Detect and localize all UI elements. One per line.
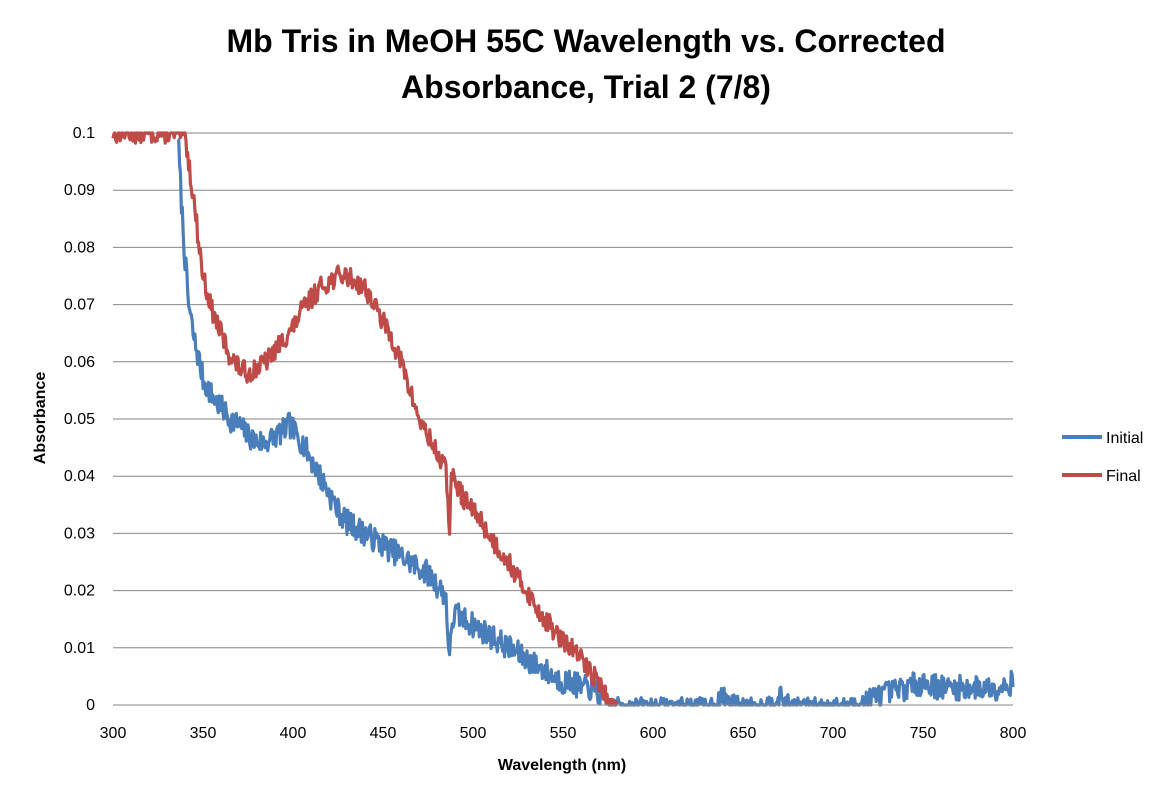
x-axis-ticks: 300 350 400 450 500 550 600 650 700 750 800: [100, 725, 1027, 742]
y-tick-label: 0.1: [73, 125, 95, 142]
series-line-initial: [177, 138, 1015, 707]
y-tick-label: 0.07: [64, 297, 95, 314]
series-line-final: [111, 131, 619, 707]
x-axis-title: Wavelength (nm): [498, 757, 626, 774]
x-tick-label: 550: [550, 725, 577, 742]
x-tick-label: 750: [910, 725, 937, 742]
y-tick-label: 0.05: [64, 411, 95, 428]
y-tick-label: 0.06: [64, 354, 95, 371]
x-tick-label: 350: [190, 725, 217, 742]
chart-title-line-2: Absorbance, Trial 2 (7/8): [401, 69, 771, 105]
chart-title-line-1: Mb Tris in MeOH 55C Wavelength vs. Corre…: [227, 23, 946, 59]
y-tick-label: 0.02: [64, 583, 95, 600]
legend-label-initial: Initial: [1106, 430, 1143, 447]
chart-title: Mb Tris in MeOH 55C Wavelength vs. Corre…: [227, 23, 946, 105]
y-tick-label: 0.04: [64, 468, 95, 485]
y-tick-label: 0.09: [64, 182, 95, 199]
x-tick-label: 300: [100, 725, 127, 742]
x-tick-label: 450: [370, 725, 397, 742]
legend: Initial Final: [1062, 430, 1143, 485]
y-axis-title: Absorbance: [32, 372, 49, 465]
x-tick-label: 500: [460, 725, 487, 742]
legend-label-final: Final: [1106, 468, 1141, 485]
plot-series: [111, 131, 1015, 707]
y-tick-label: 0.03: [64, 525, 95, 542]
x-tick-label: 650: [730, 725, 757, 742]
x-tick-label: 600: [640, 725, 667, 742]
y-tick-label: 0.08: [64, 239, 95, 256]
y-tick-label: 0.01: [64, 640, 95, 657]
x-tick-label: 700: [820, 725, 847, 742]
y-axis-ticks: 0 0.01 0.02 0.03 0.04 0.05 0.06 0.07 0.08 0.09 0.1: [64, 125, 95, 714]
gridlines: [113, 132, 1013, 649]
x-tick-label: 800: [1000, 725, 1027, 742]
x-tick-label: 400: [280, 725, 307, 742]
y-tick-label: 0: [86, 697, 95, 714]
